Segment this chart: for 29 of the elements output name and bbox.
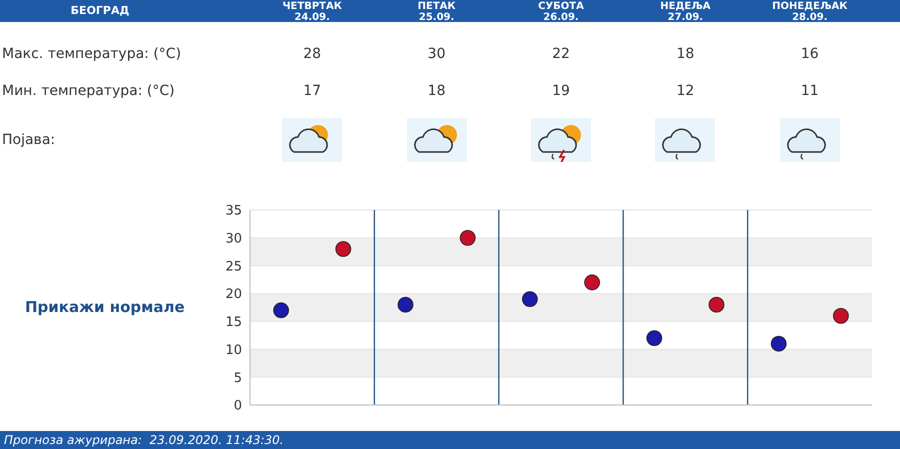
text: Макс. температура: (°C) <box>2 46 182 62</box>
y-tick-label: 30 <box>225 231 242 246</box>
y-tick-label: 0 <box>234 398 242 414</box>
data-label: 16 <box>800 46 820 62</box>
text: Прикажи нормале <box>25 298 185 316</box>
text: Прогноза ажурирана: 23.09.2020. 11:43:30. <box>4 433 284 447</box>
y-tick-label: 15 <box>225 315 242 330</box>
text: Појава: <box>2 132 56 148</box>
data-label: 12 <box>675 83 696 99</box>
text: СУБОТА 26.09. <box>537 1 585 23</box>
data-label: 22 <box>551 46 571 62</box>
y-tick-label: 25 <box>225 259 242 274</box>
data-label: 17 <box>302 83 322 99</box>
text: Мин. температура: (°C) <box>2 83 175 99</box>
text: ПОНЕДЕЉАК 28.09. <box>771 1 848 23</box>
text: ПЕТАК 25.09. <box>416 1 457 23</box>
data-label: 30 <box>426 46 446 62</box>
data-label: 19 <box>551 83 571 99</box>
y-tick-label: 10 <box>225 342 242 358</box>
data-label: 28 <box>302 46 322 62</box>
text: БЕОГРАД <box>70 4 130 17</box>
text: НЕДЕЉА 27.09. <box>659 1 712 23</box>
text: ЧЕТВРТАК 24.09. <box>281 1 343 23</box>
data-label: 18 <box>675 46 696 62</box>
y-tick-label: 20 <box>225 287 242 302</box>
data-label: 11 <box>800 83 820 99</box>
y-tick-label: 35 <box>225 204 242 219</box>
data-label: 18 <box>426 83 446 99</box>
y-tick-label: 5 <box>234 370 242 386</box>
